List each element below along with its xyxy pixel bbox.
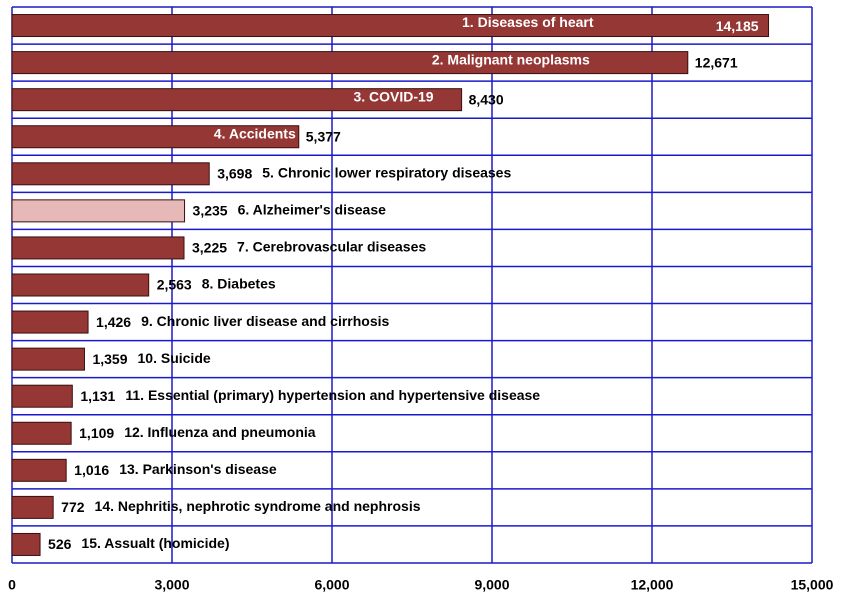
value-label: 5,377 <box>306 128 341 144</box>
value-label: 8,430 <box>469 91 504 107</box>
x-tick-label: 9,000 <box>474 577 509 593</box>
value-label: 3,235 <box>193 203 228 219</box>
value-label: 1,426 <box>96 314 131 330</box>
bar <box>11 199 186 223</box>
category-label: 1. Diseases of heart <box>462 14 594 30</box>
category-label: 13. Parkinson's disease <box>119 461 277 477</box>
bar <box>11 51 689 75</box>
category-label: 8. Diabetes <box>202 276 276 292</box>
category-label: 3. COVID-19 <box>353 88 433 104</box>
x-tick-label: 0 <box>8 577 16 593</box>
bar <box>11 14 770 38</box>
value-label: 3,225 <box>192 240 227 256</box>
value-label: 526 <box>48 536 72 552</box>
bar <box>11 421 72 445</box>
x-tick-label: 12,000 <box>631 577 674 593</box>
bar <box>11 310 89 334</box>
value-label: 2,563 <box>157 277 192 293</box>
category-label: 4. Accidents <box>214 125 296 141</box>
x-tick-label: 3,000 <box>154 577 189 593</box>
value-label: 14,185 <box>716 18 759 34</box>
category-label: 6. Alzheimer's disease <box>238 202 387 218</box>
category-label: 14. Nephritis, nephrotic syndrome and ne… <box>95 498 421 514</box>
bar <box>11 532 41 556</box>
category-label: 11. Essential (primary) hypertension and… <box>125 387 540 403</box>
value-label: 1,359 <box>92 351 127 367</box>
value-label: 3,698 <box>217 166 252 182</box>
bar <box>11 495 54 519</box>
bar <box>11 273 150 297</box>
x-tick-label: 15,000 <box>791 577 834 593</box>
bar <box>11 88 463 112</box>
value-label: 772 <box>61 499 85 515</box>
bar <box>11 162 210 186</box>
category-label: 7. Cerebrovascular diseases <box>237 239 426 255</box>
value-label: 1,109 <box>79 425 114 441</box>
x-tick-label: 6,000 <box>314 577 349 593</box>
value-label: 12,671 <box>695 54 738 70</box>
category-label: 15. Assualt (homicide) <box>81 535 229 551</box>
category-label: 9. Chronic liver disease and cirrhosis <box>141 313 389 329</box>
bar <box>11 458 67 482</box>
bar <box>11 347 85 371</box>
category-label: 10. Suicide <box>138 350 211 366</box>
category-label: 2. Malignant neoplasms <box>432 51 590 67</box>
category-label: 5. Chronic lower respiratory diseases <box>262 165 511 181</box>
value-label: 1,131 <box>80 388 115 404</box>
bar <box>11 384 73 408</box>
bar <box>11 236 185 260</box>
category-label: 12. Influenza and pneumonia <box>124 424 316 440</box>
bar <box>11 125 300 149</box>
value-label: 1,016 <box>74 462 109 478</box>
